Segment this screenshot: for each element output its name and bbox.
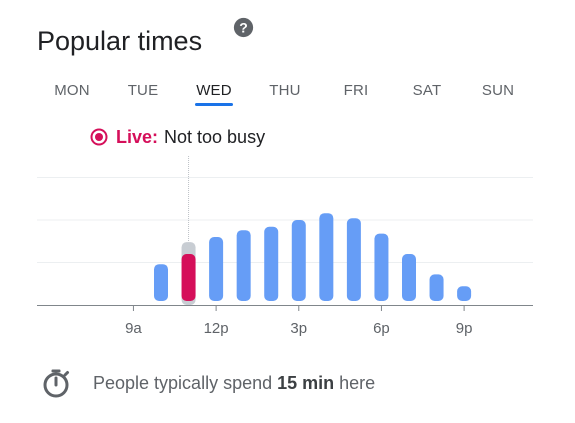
x-tick-label: 12p [204,320,229,337]
live-status: Not too busy [164,126,266,147]
visit-duration: People typically spend 15 min here [40,365,375,401]
tab-label: SUN [481,82,515,99]
selected-tab-indicator [195,103,233,106]
tab-label: WED [196,82,232,99]
tab-label: SAT [412,82,442,99]
tab-wed[interactable]: WED [179,78,249,106]
page-title: Popular times [37,26,203,56]
hour-bar[interactable] [346,218,361,301]
chart-gridlines [37,177,533,263]
day-tabs: MON TUE WED THU FRI SAT SUN [37,78,533,108]
live-indicator: Live: Not too busy [90,125,265,149]
duration-suffix: here [334,372,376,393]
tab-fri[interactable]: FRI [321,78,391,104]
hour-bar[interactable] [429,274,444,301]
x-tick-label: 9a [125,320,142,337]
stopwatch-icon [43,369,69,398]
tab-label: MON [54,82,90,99]
duration-prefix: People typically spend [93,372,278,393]
svg-text:?: ? [239,19,248,35]
hour-bar[interactable] [154,264,168,301]
tab-sat[interactable]: SAT [392,78,462,104]
x-tick-label: 9p [456,320,473,337]
question-circle-icon[interactable]: ? [233,17,254,38]
hour-bar[interactable] [236,230,251,301]
tab-label: THU [269,82,301,99]
hour-bar[interactable] [291,220,306,301]
tab-label: TUE [127,82,159,99]
hour-bar[interactable] [319,213,334,301]
duration-value: 15 min [277,372,335,393]
chart-bars [154,213,472,305]
x-tick-label: 6p [373,320,390,337]
chart-x-ticks: 9a 12p 3p 6p 9p [125,305,472,337]
tab-tue[interactable]: TUE [108,78,178,104]
hour-bar[interactable] [264,226,279,301]
live-radio-icon [90,128,108,146]
live-busyness-bar[interactable] [181,254,196,301]
tab-sun[interactable]: SUN [463,78,533,104]
tab-mon[interactable]: MON [37,78,107,104]
hour-bar[interactable] [374,233,389,301]
tab-label: FRI [343,82,369,99]
tab-thu[interactable]: THU [250,78,320,104]
duration-text: People typically spend 15 min here [93,373,375,394]
hour-bar[interactable] [402,254,416,301]
live-label: Live: [116,126,159,147]
hour-bar[interactable] [209,237,224,301]
hour-bar[interactable] [457,286,472,301]
x-tick-label: 3p [290,320,307,337]
